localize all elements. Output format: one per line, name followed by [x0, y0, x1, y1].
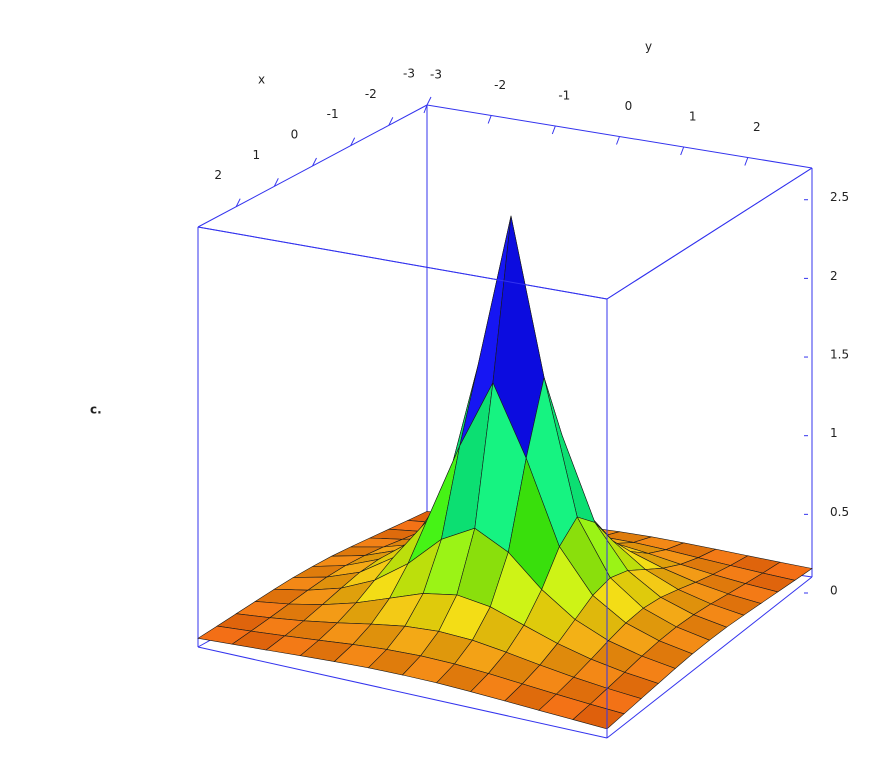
- x-tick: [312, 157, 317, 167]
- y-tick-label: -3: [430, 68, 442, 82]
- y-tick: [680, 146, 685, 156]
- y-tick: [487, 115, 492, 124]
- panel-label: c.: [90, 403, 102, 417]
- x-tick-label: -2: [365, 87, 377, 101]
- y-tick-label: -1: [558, 89, 570, 103]
- box-edge: [606, 576, 813, 739]
- y-tick-label: 1: [689, 110, 697, 124]
- x-tick-label: 0: [291, 128, 299, 142]
- x-tick: [273, 178, 279, 187]
- x-tick: [388, 117, 394, 126]
- x-tick-label: -1: [327, 107, 339, 121]
- z-tick-label: 2.5: [830, 190, 849, 204]
- y-tick-label: -2: [494, 78, 506, 92]
- y-axis-label: y: [645, 40, 652, 54]
- box-edge: [197, 646, 608, 739]
- y-tick: [423, 104, 428, 114]
- x-tick: [235, 198, 241, 207]
- x-tick: [426, 96, 432, 106]
- box-edge: [606, 167, 813, 300]
- x-tick-label: 1: [253, 148, 261, 162]
- x-tick-label: -3: [403, 67, 415, 81]
- y-tick: [551, 125, 556, 135]
- z-tick-label: 0.5: [830, 505, 849, 519]
- z-tick-label: 2: [830, 269, 838, 283]
- z-tick-label: 0: [830, 584, 838, 598]
- y-tick: [616, 136, 620, 145]
- y-tick: [744, 157, 749, 166]
- z-tick-label: 1.5: [830, 348, 849, 362]
- y-tick-label: 2: [753, 120, 761, 134]
- x-tick-label: 2: [214, 168, 222, 182]
- box-edge: [197, 226, 608, 300]
- y-tick-label: 0: [625, 99, 633, 113]
- x-axis-label: x: [258, 73, 265, 87]
- z-tick-label: 1: [830, 426, 838, 440]
- x-tick: [350, 137, 356, 146]
